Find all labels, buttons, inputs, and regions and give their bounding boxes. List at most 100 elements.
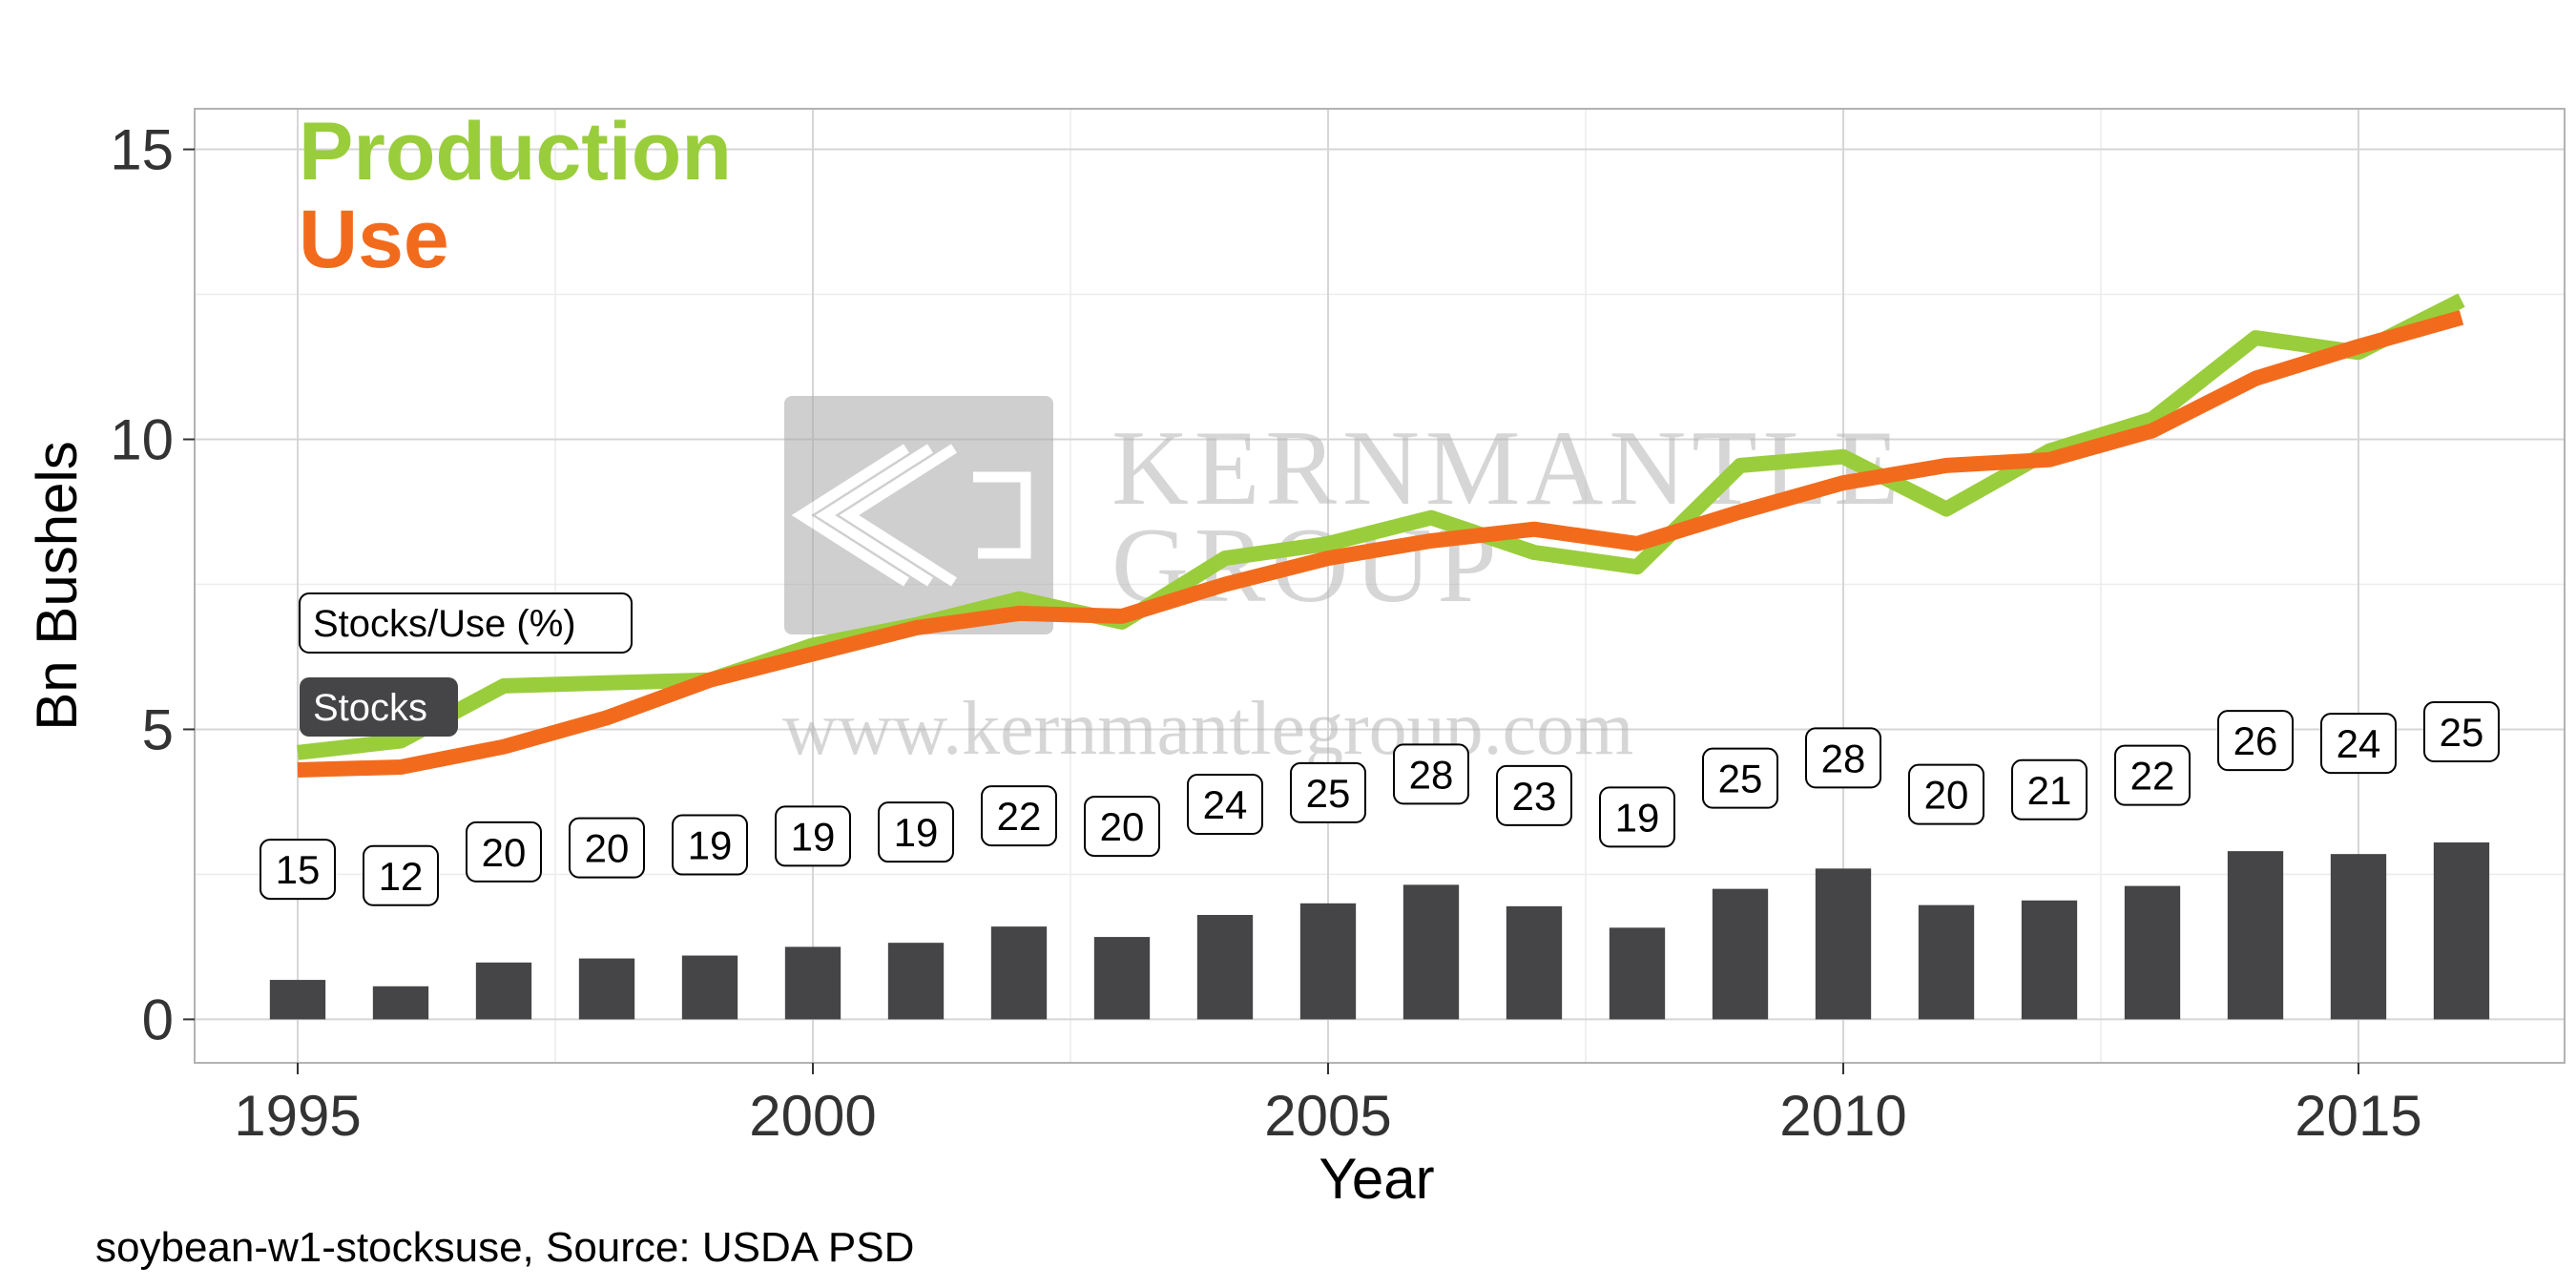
ratio-label-text: 19 bbox=[791, 814, 836, 859]
stocks-bar bbox=[990, 926, 1048, 1020]
use-line bbox=[297, 310, 2464, 778]
ratio-label-text: 20 bbox=[482, 830, 527, 875]
y-tick-label: 0 bbox=[142, 987, 174, 1051]
key-stocks: Stocks bbox=[300, 677, 458, 737]
ratio-label: 28 bbox=[1805, 727, 1881, 789]
y-tick-label: 15 bbox=[110, 118, 174, 182]
stocks-bar bbox=[1299, 903, 1357, 1020]
ratio-label-box bbox=[1908, 763, 1984, 825]
ratio-label-text: 25 bbox=[2440, 710, 2484, 755]
key-ratio: Stocks/Use (%) bbox=[299, 592, 633, 654]
stocks-bar bbox=[784, 946, 841, 1020]
ratio-label-text: 19 bbox=[894, 810, 939, 855]
ratio-label-text: 25 bbox=[1718, 757, 1763, 801]
x-tick-label: 2000 bbox=[749, 1084, 876, 1148]
ratio-label-box bbox=[1496, 764, 1572, 826]
stocks-bar bbox=[475, 962, 532, 1020]
ratio-label: 26 bbox=[2217, 710, 2294, 772]
stocks-bar bbox=[1402, 884, 1460, 1020]
ratio-label-box bbox=[260, 839, 336, 901]
legend-production: Production bbox=[299, 106, 732, 197]
ratio-label: 15 bbox=[260, 839, 336, 901]
ratio-label-box bbox=[2114, 744, 2191, 806]
ratio-label-text: 21 bbox=[2027, 768, 2072, 813]
ratio-label-box bbox=[775, 805, 851, 867]
ratio-label: 20 bbox=[1084, 796, 1160, 858]
series-lines bbox=[297, 293, 2465, 778]
x-axis-title: Year bbox=[1319, 1147, 1434, 1211]
ratio-label-text: 28 bbox=[1409, 752, 1454, 797]
ratio-label: 19 bbox=[1599, 786, 1675, 848]
ratio-label-box bbox=[2011, 758, 2088, 821]
ratio-label-box bbox=[466, 821, 542, 883]
ratio-label-text: 20 bbox=[1100, 804, 1145, 849]
stocks-bar bbox=[1815, 868, 1872, 1020]
ratio-label: 19 bbox=[775, 805, 851, 867]
stocks-bar bbox=[372, 986, 429, 1020]
ratio-label-text: 19 bbox=[688, 823, 733, 868]
ratio-label-text: 19 bbox=[1615, 795, 1660, 840]
stocks-bar bbox=[1506, 905, 1563, 1020]
y-axis-ticks: 0 5 10 15 bbox=[110, 118, 195, 1051]
ratio-label: 20 bbox=[569, 817, 645, 879]
ratio-label-box bbox=[1084, 796, 1160, 858]
ratio-label-text: 24 bbox=[2337, 721, 2381, 766]
ratio-label-text: 12 bbox=[379, 854, 424, 899]
stocks-bar bbox=[578, 958, 635, 1020]
ratio-label: 22 bbox=[981, 785, 1057, 847]
ratio-label: 25 bbox=[1290, 761, 1366, 823]
ratio-label-box bbox=[2423, 700, 2500, 762]
x-tick-label: 2005 bbox=[1264, 1084, 1391, 1148]
key-ratio-label: Stocks/Use (%) bbox=[313, 603, 576, 645]
stocks-bar bbox=[2227, 851, 2284, 1020]
ratio-label: 20 bbox=[466, 821, 542, 883]
ratio-label-box bbox=[878, 801, 954, 863]
ratio-label-box bbox=[569, 817, 645, 879]
ratio-label: 25 bbox=[1702, 747, 1778, 809]
ratio-label: 21 bbox=[2011, 758, 2088, 821]
ratio-label: 19 bbox=[672, 814, 748, 876]
ratio-label-text: 15 bbox=[276, 847, 321, 892]
ratio-label-box bbox=[981, 785, 1057, 847]
ratio-label: 28 bbox=[1393, 743, 1469, 805]
key-stocks-box bbox=[300, 677, 458, 737]
production-line bbox=[297, 293, 2465, 760]
key-stocks-label: Stocks bbox=[313, 687, 427, 729]
ratio-label: 24 bbox=[2320, 713, 2397, 775]
ratio-label-text: 22 bbox=[2130, 754, 2175, 799]
x-tick-label: 1995 bbox=[234, 1084, 361, 1148]
stocks-bar bbox=[2124, 885, 2181, 1020]
y-axis-title: Bn Bushels bbox=[25, 441, 89, 731]
stocks-bar bbox=[681, 955, 738, 1020]
x-tick-label: 2015 bbox=[2295, 1084, 2421, 1148]
ratio-label-box bbox=[672, 814, 748, 876]
key-ratio-box bbox=[299, 592, 633, 654]
x-axis-ticks: 1995 2000 2005 2010 2015 bbox=[234, 1063, 2422, 1148]
ratio-label-text: 20 bbox=[585, 826, 630, 871]
ratio-label-text: 22 bbox=[997, 794, 1042, 839]
ratio-label-text: 26 bbox=[2233, 718, 2278, 763]
stocks-bar bbox=[2021, 900, 2078, 1020]
ratio-label-text: 20 bbox=[1924, 773, 1969, 818]
stocks-bar bbox=[2433, 841, 2490, 1020]
ratio-label-text: 24 bbox=[1203, 782, 1248, 827]
stocks-use-labels: 15 12 20 20 19 19 19 22 20 24 25 28 23 19 25 28 20 21 22 26… bbox=[260, 700, 2500, 906]
ratio-label: 22 bbox=[2114, 744, 2191, 806]
stocks-bar bbox=[269, 980, 326, 1020]
stocks-bar bbox=[1093, 937, 1151, 1020]
watermark-logo bbox=[784, 396, 1053, 634]
stocks-bar bbox=[2330, 854, 2387, 1020]
kernmantle-watermark: KERNMANTLE GROUP www.kernmantlegroup.com bbox=[782, 396, 1899, 771]
ratio-label-box bbox=[363, 844, 439, 906]
ratio-label-box bbox=[1187, 773, 1263, 835]
stocks-bar bbox=[1712, 888, 1769, 1020]
ratio-label: 23 bbox=[1496, 764, 1572, 826]
stocks-bar bbox=[1196, 914, 1254, 1020]
y-tick-label: 10 bbox=[110, 408, 174, 472]
legend-use: Use bbox=[299, 194, 449, 285]
ratio-label-text: 25 bbox=[1306, 771, 1351, 816]
ratio-label-box bbox=[1805, 727, 1881, 789]
y-tick-label: 5 bbox=[142, 697, 174, 761]
ratio-label: 24 bbox=[1187, 773, 1263, 835]
